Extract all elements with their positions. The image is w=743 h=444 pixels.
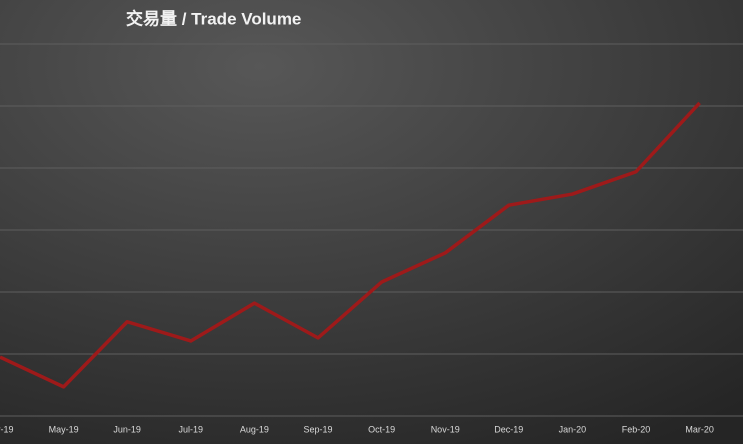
x-tick-label: Apr-19 — [0, 424, 14, 434]
x-tick-label: Nov-19 — [431, 424, 460, 434]
x-tick-label: May-19 — [49, 424, 79, 434]
x-tick-label: Dec-19 — [494, 424, 523, 434]
x-tick-label: Mar-20 — [685, 424, 714, 434]
chart-title: 交易量 / Trade Volume — [126, 8, 301, 28]
x-tick-label: Sep-19 — [303, 424, 332, 434]
x-tick-label: Aug-19 — [240, 424, 269, 434]
x-tick-label: Oct-19 — [368, 424, 395, 434]
x-tick-label: Jan-20 — [559, 424, 587, 434]
x-tick-label: Jul-19 — [179, 424, 204, 434]
line — [0, 101, 701, 389]
x-tick-label: Feb-20 — [622, 424, 651, 434]
x-tick-label: Jun-19 — [113, 424, 141, 434]
